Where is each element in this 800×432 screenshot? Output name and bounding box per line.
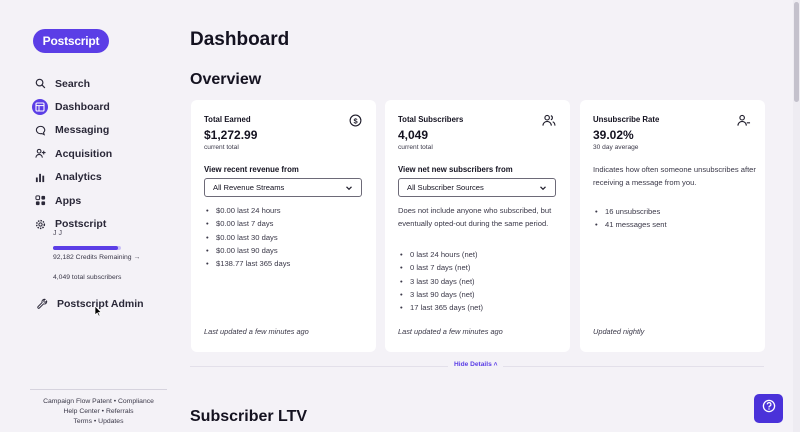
sidebar-footer: Campaign Flow Patent • Compliance Help C… [30,397,167,427]
sidebar-item-label: Search [55,77,91,90]
subscriber-sources-select[interactable]: All Subscriber Sources [398,178,556,197]
select-value: All Subscriber Sources [407,183,484,192]
list-item: $138.77 last 365 days [204,259,290,272]
unsubscribe-rate-card: Unsubscribe Rate 39.02% 30 day average I… [580,100,765,352]
message-icon [32,122,48,138]
sidebar-nav: Search Dashboard Messaging Acquisition A… [30,72,176,236]
card-value: 39.02% [593,128,634,142]
footer-link-help-center[interactable]: Help Center [63,408,100,415]
sidebar-item-dashboard[interactable]: Dashboard [30,95,176,118]
sidebar-item-postscript-admin[interactable]: Postscript Admin [32,292,144,315]
list-item: 3 last 90 days (net) [398,290,483,303]
revenue-select-label: View recent revenue from [204,165,299,174]
card-title: Total Subscribers [398,115,464,124]
footer-separator: • [93,418,97,425]
search-icon [32,76,48,92]
sidebar-item-label: Dashboard [55,101,110,114]
credits-progress-fill [53,246,118,250]
sidebar-item-analytics[interactable]: Analytics [30,166,176,189]
footer-link-updates[interactable]: Updates [98,418,124,425]
unsubscribe-list: 16 unsubscribes 41 messages sent [593,207,667,234]
credits-remaining-link[interactable]: 92,182 Credits Remaining → [53,254,141,261]
sidebar-item-apps[interactable]: Apps [30,189,176,212]
acquisition-icon [32,146,48,162]
overview-heading: Overview [190,71,262,88]
card-subtitle: current total [398,144,433,151]
select-value: All Revenue Streams [213,183,285,192]
gear-icon [32,216,48,232]
footer-link-referrals[interactable]: Referrals [105,408,134,415]
list-item: $0.00 last 30 days [204,233,290,246]
card-subtitle: 30 day average [593,144,639,151]
sidebar-item-label: Analytics [55,171,102,184]
revenue-list: $0.00 last 24 hours $0.00 last 7 days $0… [204,206,290,272]
help-question-icon [762,399,776,418]
wrench-icon [34,296,50,312]
last-updated-text: Last updated a few minutes ago [204,327,309,336]
list-item: $0.00 last 90 days [204,246,290,259]
unsubscribe-note: Indicates how often someone unsubscribes… [593,165,756,188]
help-button[interactable] [754,394,783,423]
chevron-down-icon [539,184,547,194]
revenue-streams-select[interactable]: All Revenue Streams [204,178,362,197]
sidebar-item-label: Postscript [55,218,107,231]
list-item: 0 last 7 days (net) [398,263,483,276]
card-title: Total Earned [204,115,251,124]
sidebar-item-label: Postscript Admin [57,297,144,310]
hide-details-button[interactable]: Hide Details ˄ [448,361,504,368]
list-item: 16 unsubscribes [593,207,667,220]
credits-progress-bar [53,246,121,250]
card-value: $1,272.99 [204,128,258,142]
sidebar-item-postscript[interactable]: Postscript [30,212,176,235]
subscribers-list: 0 last 24 hours (net) 0 last 7 days (net… [398,250,483,316]
list-item: $0.00 last 24 hours [204,206,290,219]
footer-separator: • [101,408,105,415]
sidebar-item-label: Acquisition [55,147,113,160]
user-minus-icon [737,114,751,132]
footer-link-campaign-flow-patent[interactable]: Campaign Flow Patent [43,398,112,405]
sidebar: Postscript Search Dashboard Messaging Ac… [0,0,176,432]
list-item: 41 messages sent [593,220,667,233]
page-title: Dashboard [190,29,290,50]
last-updated-text: Updated nightly [593,327,645,336]
svg-text:$: $ [353,116,358,125]
sidebar-item-search[interactable]: Search [30,72,176,95]
page-scrollbar[interactable] [793,0,800,432]
scrollbar-thumb[interactable] [794,2,799,102]
subscriber-ltv-heading: Subscriber LTV [190,408,308,425]
chevron-down-icon [345,184,353,194]
total-earned-card: Total Earned $1,272.99 current total $ V… [191,100,376,352]
last-updated-text: Last updated a few minutes ago [398,327,503,336]
total-subscribers-text: 4,049 total subscribers [53,274,122,281]
total-subscribers-card: Total Subscribers 4,049 current total Vi… [385,100,570,352]
list-item: $0.00 last 7 days [204,219,290,232]
subscribers-select-label: View net new subscribers from [398,165,513,174]
account-name: J J [53,230,62,237]
sidebar-item-label: Apps [55,194,82,207]
footer-separator: • [113,398,117,405]
sidebar-divider [30,389,167,390]
sidebar-item-messaging[interactable]: Messaging [30,119,176,142]
card-title: Unsubscribe Rate [593,115,660,124]
apps-icon [32,193,48,209]
users-icon [542,114,556,132]
card-subtitle: current total [204,144,239,151]
footer-link-compliance[interactable]: Compliance [118,398,154,405]
card-value: 4,049 [398,128,429,142]
dollar-icon: $ [349,114,362,132]
list-item: 3 last 30 days (net) [398,277,483,290]
dashboard-icon [32,99,48,116]
sidebar-item-label: Messaging [55,124,110,137]
sidebar-item-acquisition[interactable]: Acquisition [30,142,176,165]
subscribers-note: Does not include anyone who subscribed, … [398,206,552,229]
mouse-cursor-icon [94,304,102,322]
analytics-icon [32,169,48,185]
list-item: 0 last 24 hours (net) [398,250,483,263]
list-item: 17 last 365 days (net) [398,303,483,316]
postscript-logo[interactable]: Postscript [33,29,109,53]
footer-link-terms[interactable]: Terms [73,418,92,425]
